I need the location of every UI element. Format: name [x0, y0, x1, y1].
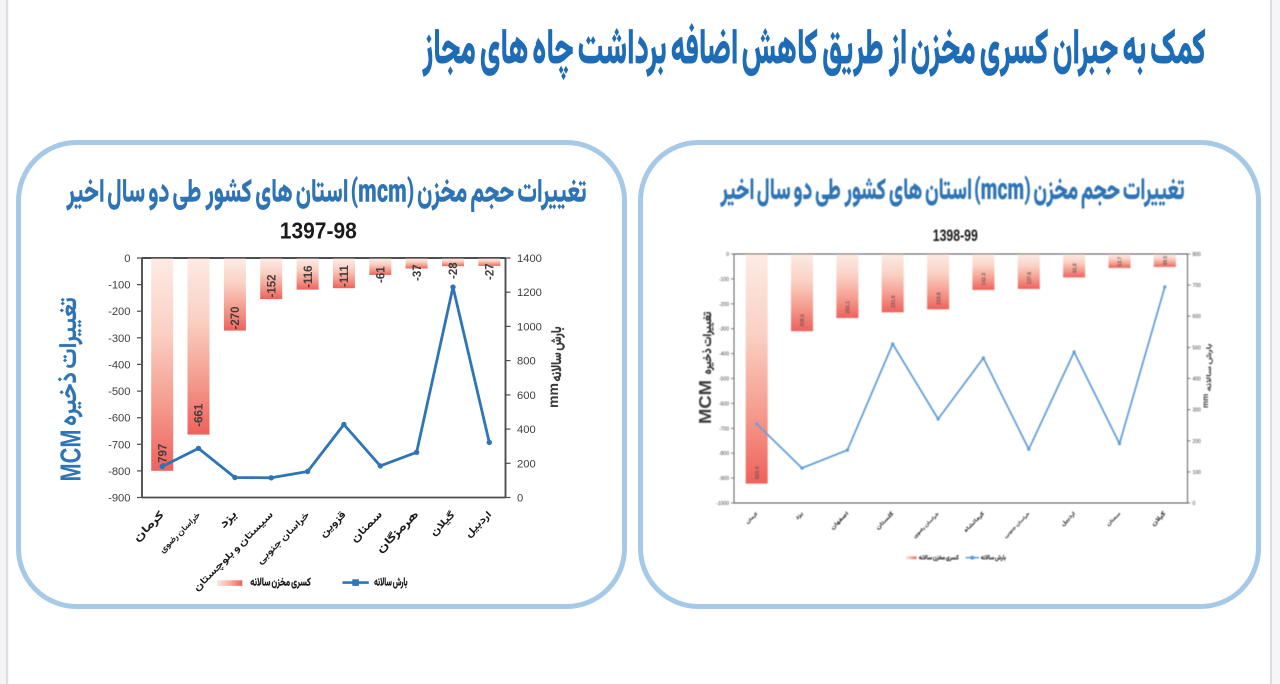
- svg-text:-100: -100: [719, 277, 729, 283]
- svg-text:137.6: 137.6: [1027, 272, 1033, 285]
- svg-text:MCM: MCM: [56, 430, 88, 482]
- svg-text:-600: -600: [719, 401, 729, 407]
- svg-text:920.4: 920.4: [755, 466, 761, 479]
- svg-text:-797: -797: [157, 444, 169, 467]
- svg-text:400: 400: [1193, 377, 1202, 383]
- svg-text:91.8: 91.8: [1072, 263, 1078, 273]
- svg-text:49.5: 49.5: [1163, 255, 1169, 265]
- svg-text:142.3: 142.3: [982, 273, 988, 286]
- svg-text:-600: -600: [108, 413, 130, 425]
- svg-text:-1000: -1000: [716, 501, 729, 507]
- svg-text:-200: -200: [108, 306, 130, 318]
- svg-text:1398-99: 1398-99: [933, 227, 978, 245]
- svg-text:-800: -800: [108, 466, 130, 478]
- svg-text:800: 800: [1193, 252, 1202, 258]
- svg-text:500: 500: [1193, 345, 1202, 351]
- svg-text:-500: -500: [108, 386, 130, 398]
- svg-text:200: 200: [1193, 439, 1202, 445]
- svg-text:-900: -900: [719, 476, 729, 482]
- svg-text:600: 600: [517, 390, 536, 402]
- svg-text:-270: -270: [230, 306, 242, 329]
- svg-text:219.8: 219.8: [936, 292, 942, 305]
- svg-text:-200: -200: [719, 302, 729, 308]
- svg-text:-152: -152: [266, 274, 278, 297]
- svg-text:-700: -700: [719, 426, 729, 432]
- svg-text:-661: -661: [194, 403, 206, 427]
- svg-text:53.7: 53.7: [1118, 256, 1124, 266]
- svg-text:1400: 1400: [517, 253, 542, 265]
- svg-text:400: 400: [517, 424, 536, 436]
- svg-text:1200: 1200: [517, 287, 542, 299]
- svg-text:0: 0: [726, 252, 729, 258]
- svg-text:-111: -111: [339, 265, 351, 287]
- svg-text:-116: -116: [303, 265, 315, 287]
- svg-text:-37: -37: [412, 264, 424, 281]
- svg-text:-400: -400: [108, 359, 130, 371]
- svg-text:0: 0: [1193, 501, 1196, 507]
- svg-text:-27: -27: [485, 263, 497, 280]
- svg-text:-900: -900: [108, 493, 130, 505]
- svg-text:1000: 1000: [517, 321, 542, 333]
- svg-text:231.6: 231.6: [891, 295, 897, 308]
- svg-text:-61: -61: [376, 266, 388, 283]
- svg-text:-800: -800: [719, 451, 729, 457]
- svg-text:-400: -400: [719, 352, 729, 358]
- svg-text:-700: -700: [108, 439, 130, 451]
- svg-text:-100: -100: [108, 280, 130, 292]
- svg-text:100: 100: [1193, 470, 1202, 476]
- svg-text:mm: mm: [545, 383, 561, 408]
- svg-text:MCM: MCM: [695, 380, 715, 424]
- svg-text:800: 800: [517, 356, 536, 368]
- svg-text:-500: -500: [719, 377, 729, 383]
- svg-text:mm: mm: [1201, 394, 1210, 408]
- svg-text:0: 0: [124, 253, 130, 265]
- svg-text:1397-98: 1397-98: [280, 218, 357, 244]
- svg-text:0: 0: [517, 493, 523, 505]
- svg-text:300: 300: [1193, 408, 1202, 414]
- svg-text:-300: -300: [719, 327, 729, 333]
- svg-text:-300: -300: [108, 333, 130, 345]
- svg-text:-28: -28: [448, 262, 460, 279]
- svg-text:200: 200: [517, 458, 536, 470]
- svg-text:600: 600: [1193, 314, 1202, 320]
- svg-text:308.5: 308.5: [800, 314, 806, 327]
- svg-text:700: 700: [1193, 283, 1202, 289]
- svg-text:255.1: 255.1: [846, 301, 852, 314]
